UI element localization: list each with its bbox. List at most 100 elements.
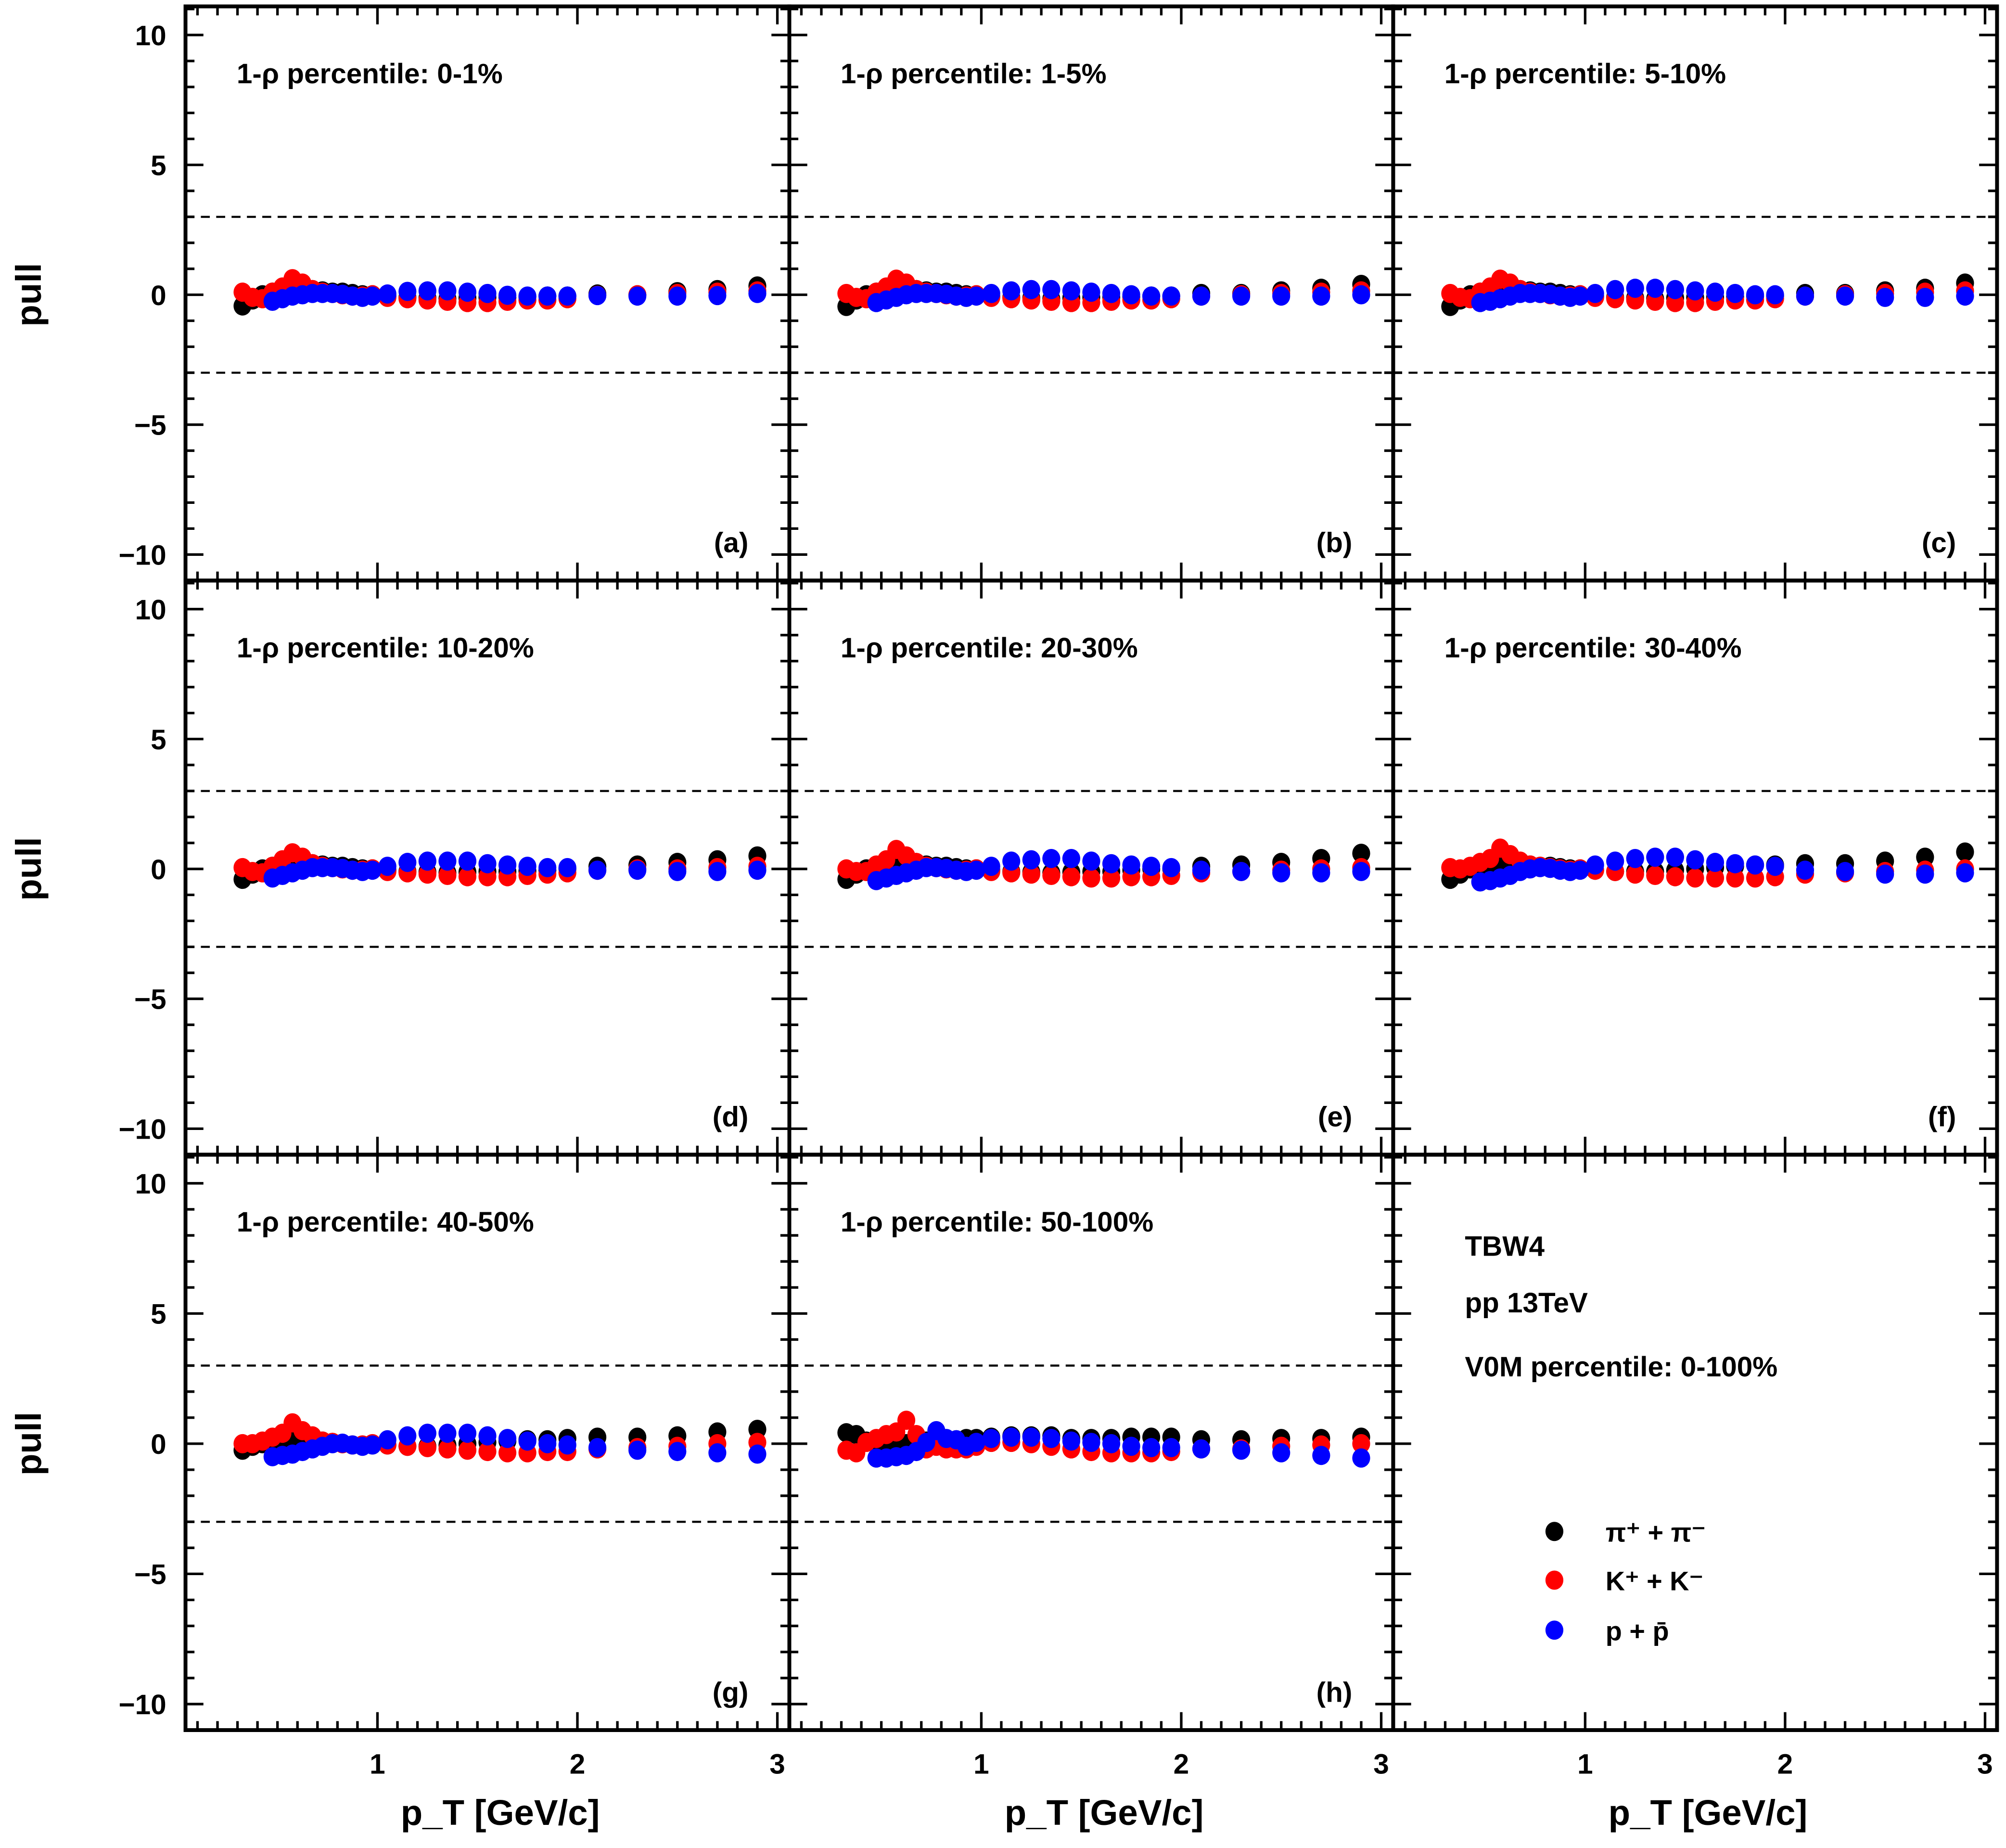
proton-point xyxy=(1082,1433,1100,1452)
proton-point xyxy=(1122,1437,1140,1456)
y-tick-label: 10 xyxy=(135,1168,166,1200)
x-tick-label: 2 xyxy=(1777,1749,1793,1780)
kaon-point xyxy=(1666,867,1684,886)
proton-point xyxy=(1232,286,1251,306)
proton-point xyxy=(1162,1438,1180,1457)
proton-point xyxy=(458,851,477,871)
proton-point xyxy=(1022,280,1040,299)
proton-point xyxy=(438,1424,457,1443)
y-tick-label: −5 xyxy=(134,410,166,441)
legend-marker xyxy=(1545,1522,1564,1541)
proton-point xyxy=(1142,286,1161,306)
proton-point xyxy=(1312,1446,1330,1465)
proton-point xyxy=(363,286,382,306)
pion-point xyxy=(1352,844,1370,863)
proton-point xyxy=(1746,855,1764,875)
kaon-point xyxy=(418,1438,436,1457)
panel-frame xyxy=(1391,1153,1999,1732)
kaon-point xyxy=(478,1442,497,1462)
x-tick-label: 3 xyxy=(1373,1749,1389,1780)
x-axis-label: p_T [GeV/c] xyxy=(1609,1793,1808,1833)
proton-point xyxy=(1746,285,1764,305)
info-text: V0M percentile: 0-100% xyxy=(1465,1351,1777,1383)
proton-point xyxy=(1916,287,1934,307)
proton-point xyxy=(628,286,647,306)
x-tick-label: 3 xyxy=(1977,1749,1993,1780)
proton-point xyxy=(1706,282,1725,302)
proton-point xyxy=(668,861,687,881)
info-text: pp 13TeV xyxy=(1465,1287,1588,1319)
panel-tag: (d) xyxy=(713,1102,749,1133)
proton-point xyxy=(668,1442,687,1462)
y-axis-label: pull xyxy=(9,837,49,901)
x-tick-label: 2 xyxy=(570,1749,586,1780)
legend-marker xyxy=(1545,1570,1564,1590)
proton-point xyxy=(458,1424,477,1443)
proton-point xyxy=(1606,851,1624,871)
legend: π⁺ + π⁻ K⁺ + K⁻ p + p̄ xyxy=(1545,1517,1706,1646)
legend-label: K⁺ + K⁻ xyxy=(1606,1566,1703,1596)
proton-point xyxy=(478,1426,497,1446)
kaon-point xyxy=(1706,868,1725,888)
kaon-point xyxy=(498,1443,517,1463)
panel-tag: (a) xyxy=(714,527,748,559)
proton-point xyxy=(588,286,607,306)
proton-point xyxy=(1142,857,1161,876)
proton-point xyxy=(1916,864,1934,884)
panel-h: 1-ρ percentile: 50-100% (h) xyxy=(787,1153,1395,1732)
panel-tag: (g) xyxy=(713,1677,749,1708)
proton-point xyxy=(1876,864,1894,884)
proton-point xyxy=(1002,281,1021,301)
proton-point xyxy=(1706,853,1725,873)
proton-point xyxy=(748,860,767,880)
panel-title: 1-ρ percentile: 0-1% xyxy=(237,58,503,90)
legend-label: p + p̄ xyxy=(1606,1616,1669,1646)
panel-tag: (f) xyxy=(1928,1102,1956,1133)
y-tick-label: 5 xyxy=(151,150,166,181)
proton-point xyxy=(1002,851,1021,871)
proton-point xyxy=(1122,855,1140,875)
panel-b: 1-ρ percentile: 1-5% (b) xyxy=(787,4,1395,583)
panel-title: 1-ρ percentile: 10-20% xyxy=(237,632,534,664)
y-axis-label: pull xyxy=(9,263,49,327)
proton-point xyxy=(628,860,647,880)
proton-point xyxy=(588,860,607,880)
proton-point xyxy=(538,1434,557,1453)
proton-point xyxy=(708,286,727,306)
proton-point xyxy=(1352,861,1370,881)
x-axis-label: p_T [GeV/c] xyxy=(401,1793,600,1833)
proton-point xyxy=(1796,286,1814,306)
panel-title: 1-ρ percentile: 20-30% xyxy=(841,632,1138,664)
proton-point xyxy=(1062,281,1081,301)
panel-tag: (c) xyxy=(1922,527,1956,559)
kaon-point xyxy=(438,866,457,885)
proton-point xyxy=(378,857,396,876)
y-tick-label: 10 xyxy=(135,20,166,51)
proton-point xyxy=(982,283,1000,303)
panel-title: 1-ρ percentile: 40-50% xyxy=(237,1206,534,1238)
proton-point xyxy=(1571,860,1589,880)
proton-point xyxy=(1726,283,1744,303)
proton-point xyxy=(458,282,477,302)
kaon-point xyxy=(1646,866,1664,885)
proton-point xyxy=(1956,286,1974,306)
proton-point xyxy=(1666,847,1684,867)
panel-f: 1-ρ percentile: 30-40% (f) xyxy=(1391,578,1999,1157)
proton-point xyxy=(558,286,576,306)
proton-point xyxy=(1192,1439,1211,1459)
proton-point xyxy=(1646,847,1664,867)
y-tick-label: −5 xyxy=(134,984,166,1015)
proton-point xyxy=(1272,286,1290,306)
legend-label: π⁺ + π⁻ xyxy=(1606,1517,1706,1548)
proton-point xyxy=(398,1426,417,1446)
kaon-point xyxy=(1626,864,1644,884)
kaon-point xyxy=(1082,868,1100,888)
kaon-point xyxy=(1726,868,1744,888)
proton-point xyxy=(1232,861,1251,881)
panel-i: TBW4 pp 13TeV V0M percentile: 0-100% π⁺ + π… xyxy=(1391,1153,1999,1732)
panel-a: 1-ρ percentile: 0-1% (a) xyxy=(183,4,792,583)
kaon-point xyxy=(1102,868,1121,888)
proton-point xyxy=(438,851,457,871)
proton-point xyxy=(1312,863,1330,883)
proton-point xyxy=(1686,850,1704,870)
